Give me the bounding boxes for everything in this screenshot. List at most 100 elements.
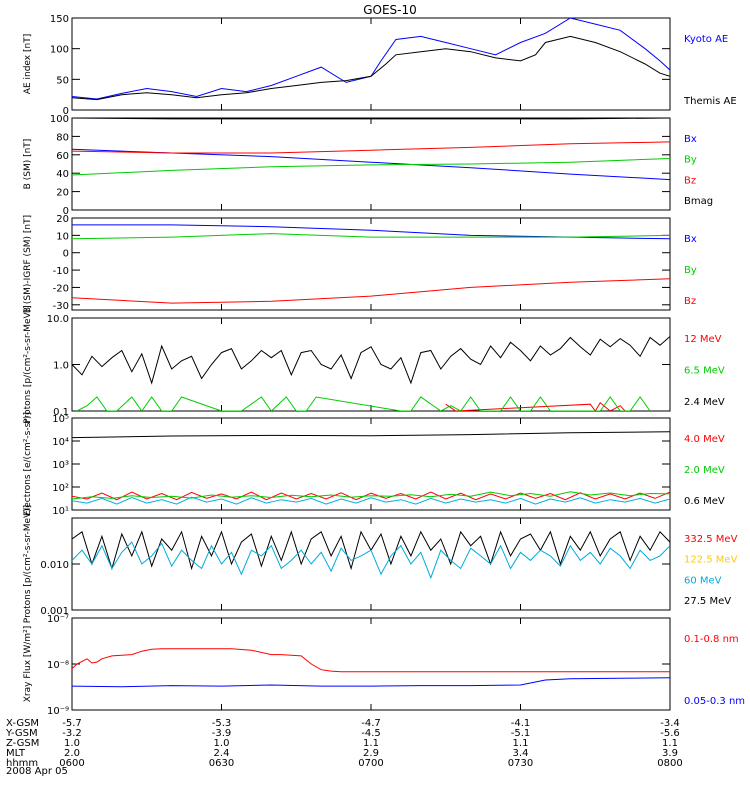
x-row-label: Z-GSM xyxy=(6,738,39,749)
panel-5: 10¹ 10² 10³ 10⁴ 10⁵ Electrons [e/(cm²-s-sr)] 4… xyxy=(23,412,725,517)
y-tick-label: 0.001 xyxy=(40,606,69,617)
legend-entry: Bz xyxy=(684,296,696,307)
x-tick-label: -5.3 xyxy=(212,718,232,729)
x-tick-label: -3.9 xyxy=(212,728,232,739)
legend-entry: Kyoto AE xyxy=(684,34,728,45)
y-axis-label: AE index [nT] xyxy=(23,34,33,94)
y-axis-label: Xray Flux [W/m²] xyxy=(23,626,33,702)
y-tick-label: 60 xyxy=(56,151,69,162)
series-line xyxy=(72,491,670,501)
panel-4: 0.1 1.0 10.0 Protons [p/(cm²-s-sr-MeV)] 12 M… xyxy=(23,305,725,423)
series-line xyxy=(72,491,670,500)
legend-entry: 332.5 MeV xyxy=(684,534,738,545)
y-axis-label: Protons [p/(cm²-s-sr-MeV)] xyxy=(23,505,33,623)
series-line xyxy=(76,396,651,411)
panel-7: 10⁻⁹ 10⁻⁸ 10⁻⁷ Xray Flux [W/m²] 0.1-0.8 nm 0.… xyxy=(23,614,745,717)
series-line xyxy=(72,118,670,120)
panel-3: -30 -20 -10 0 10 20 B (SM)-IGRF (SM) [nT] Bx By B… xyxy=(23,214,697,313)
legend-entry: 0.6 MeV xyxy=(684,496,725,507)
x-tick-label: -5.6 xyxy=(660,728,680,739)
series-line xyxy=(72,336,670,385)
legend-entry: 122.5 MeV xyxy=(684,555,738,566)
y-tick-label: 150 xyxy=(50,14,69,25)
series-line xyxy=(72,18,670,100)
x-tick-label: 2.9 xyxy=(363,748,379,759)
x-tick-label: 0700 xyxy=(358,758,383,769)
legend-entry: 0.1-0.8 nm xyxy=(684,634,739,645)
y-axis-label: Protons [p/(cm²-s-sr-MeV)] xyxy=(23,305,33,423)
panel-1: 0 50 100 150 AE index [nT] Kyoto AE Themis AE xyxy=(23,14,737,117)
y-axis-label: B (SM)-IGRF (SM) [nT] xyxy=(23,215,33,313)
legend-entry: Bmag xyxy=(684,196,713,207)
legend-entry: 6.5 MeV xyxy=(684,366,725,377)
x-tick-label: -5.7 xyxy=(62,718,82,729)
legend-entry: Bx xyxy=(684,234,697,245)
panel-2: 0 20 40 60 80 100 B (SM) [nT] Bx By Bz Bmag xyxy=(23,114,713,217)
y-tick-label: 40 xyxy=(56,169,69,180)
series-line xyxy=(72,35,670,101)
x-tick-label: 1.0 xyxy=(64,738,80,749)
series-line xyxy=(445,402,626,411)
x-tick-label: 3.9 xyxy=(662,748,678,759)
chart-title: GOES-10 xyxy=(363,3,417,17)
x-axis-table: X-GSM -5.7 -5.3 -4.7 -4.1 -3.4 Y-GSM -3.2 -3.9 -4… xyxy=(5,718,683,769)
x-tick-label: 1.1 xyxy=(513,738,529,749)
x-row-label: MLT xyxy=(6,748,26,759)
x-tick-label: 1.0 xyxy=(214,738,230,749)
y-tick-label: 100 xyxy=(50,45,69,56)
x-tick-label: 0630 xyxy=(209,758,234,769)
x-tick-label: 1.1 xyxy=(662,738,678,749)
x-tick-label: 3.4 xyxy=(513,748,529,759)
panel-6: 0.001 0.010 Protons [p/(cm²-s-sr-MeV)] 332.… xyxy=(23,505,738,623)
y-tick-label: 10¹ xyxy=(52,506,69,517)
x-tick-label: -5.1 xyxy=(511,728,531,739)
y-tick-label: 10⁴ xyxy=(52,437,69,448)
panel-frame xyxy=(71,617,671,711)
legend-entry: Bz xyxy=(684,175,696,186)
x-tick-label: 2.0 xyxy=(64,748,80,759)
y-tick-label: 0 xyxy=(63,249,69,260)
legend-entry: 4.0 MeV xyxy=(684,434,725,445)
y-tick-label: -20 xyxy=(53,283,69,294)
series-line xyxy=(72,496,670,505)
legend-entry: 12 MeV xyxy=(684,334,722,345)
y-tick-label: 50 xyxy=(56,75,69,86)
x-tick-label: -4.1 xyxy=(511,718,531,729)
panel-frame xyxy=(71,517,671,611)
y-tick-label: 10⁻⁸ xyxy=(47,660,69,671)
y-tick-label: 0.1 xyxy=(53,407,69,418)
y-tick-label: 0 xyxy=(63,106,69,117)
legend-entry: By xyxy=(684,155,697,166)
panel-frame xyxy=(71,17,671,111)
y-tick-label: 10³ xyxy=(52,460,69,471)
y-axis-label: B (SM) [nT] xyxy=(23,139,33,190)
series-line xyxy=(72,648,670,673)
panel-frame xyxy=(71,317,671,412)
y-tick-label: 20 xyxy=(56,188,69,199)
legend-entry: By xyxy=(684,265,697,276)
series-line xyxy=(72,158,670,176)
x-row-label: hhmm xyxy=(6,758,38,769)
legend-entry: Themis AE xyxy=(683,96,737,107)
x-tick-label: -3.2 xyxy=(62,728,82,739)
x-tick-label: 0730 xyxy=(508,758,533,769)
series-line xyxy=(72,233,670,240)
x-tick-label: 1.1 xyxy=(363,738,379,749)
x-tick-label: -4.5 xyxy=(361,728,381,739)
series-line xyxy=(72,431,670,439)
date-label: 2008 Apr 05 xyxy=(6,766,68,777)
y-tick-label: 80 xyxy=(56,132,69,143)
y-tick-label: 10⁵ xyxy=(52,414,69,425)
x-tick-label: -4.7 xyxy=(361,718,381,729)
x-tick-label: 0800 xyxy=(657,758,682,769)
series-line xyxy=(72,677,670,688)
y-tick-label: 10⁻⁹ xyxy=(47,706,69,717)
legend-entry: 27.5 MeV xyxy=(684,596,731,607)
y-tick-label: 100 xyxy=(50,114,69,125)
series-line xyxy=(72,278,670,304)
legend-entry: Bx xyxy=(684,134,697,145)
series-line xyxy=(72,541,670,580)
x-tick-label: 2.4 xyxy=(214,748,230,759)
